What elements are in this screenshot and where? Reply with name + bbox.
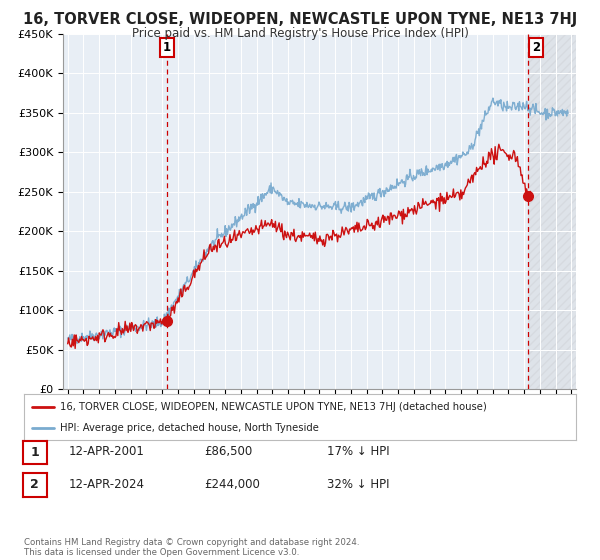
Text: 16, TORVER CLOSE, WIDEOPEN, NEWCASTLE UPON TYNE, NE13 7HJ: 16, TORVER CLOSE, WIDEOPEN, NEWCASTLE UP… bbox=[23, 12, 577, 27]
Text: 17% ↓ HPI: 17% ↓ HPI bbox=[327, 445, 389, 459]
Text: £86,500: £86,500 bbox=[204, 445, 252, 459]
Text: 1: 1 bbox=[163, 41, 170, 54]
Text: Price paid vs. HM Land Registry's House Price Index (HPI): Price paid vs. HM Land Registry's House … bbox=[131, 27, 469, 40]
Bar bbox=[529, 34, 576, 389]
Text: 12-APR-2001: 12-APR-2001 bbox=[69, 445, 145, 459]
Text: 1: 1 bbox=[31, 446, 39, 459]
Text: 12-APR-2024: 12-APR-2024 bbox=[69, 478, 145, 491]
Text: 32% ↓ HPI: 32% ↓ HPI bbox=[327, 478, 389, 491]
Text: 2: 2 bbox=[532, 41, 541, 54]
Text: Contains HM Land Registry data © Crown copyright and database right 2024.
This d: Contains HM Land Registry data © Crown c… bbox=[24, 538, 359, 557]
Text: 16, TORVER CLOSE, WIDEOPEN, NEWCASTLE UPON TYNE, NE13 7HJ (detached house): 16, TORVER CLOSE, WIDEOPEN, NEWCASTLE UP… bbox=[60, 402, 487, 412]
Text: 2: 2 bbox=[31, 478, 39, 492]
Text: £244,000: £244,000 bbox=[204, 478, 260, 491]
Text: HPI: Average price, detached house, North Tyneside: HPI: Average price, detached house, Nort… bbox=[60, 423, 319, 433]
